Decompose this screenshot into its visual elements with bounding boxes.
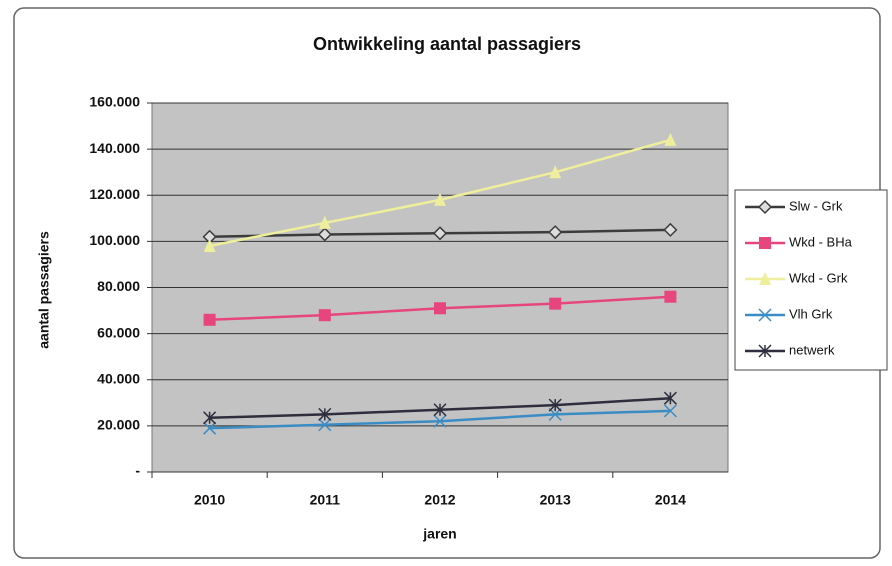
legend-marker [759, 237, 771, 249]
legend-marker [759, 272, 771, 285]
data-point [663, 222, 678, 237]
x-tick-label: 2012 [424, 492, 455, 508]
x-axis-label: jaren [422, 526, 456, 542]
x-tick-label: 2010 [194, 492, 225, 508]
legend-marker [758, 344, 772, 358]
data-point [318, 418, 332, 432]
y-tick-label: 60.000 [97, 324, 140, 340]
y-tick-label: 120.000 [89, 186, 140, 202]
x-tick-label: 2013 [540, 492, 571, 508]
y-tick-label: 40.000 [97, 370, 140, 386]
data-point [548, 407, 562, 421]
data-point [433, 403, 447, 417]
legend-label: Wkd - Grk [789, 270, 848, 285]
data-point [664, 290, 677, 303]
legend-label: Wkd - BHa [789, 234, 853, 249]
data-point [549, 165, 562, 179]
data-point [664, 132, 677, 146]
data-point [549, 297, 562, 310]
data-point [434, 192, 446, 206]
data-point [548, 398, 562, 412]
data-point [663, 404, 677, 418]
legend-label: netwerk [789, 342, 835, 357]
data-point [318, 215, 331, 229]
data-point [318, 407, 332, 421]
legend-label: Vlh Grk [789, 306, 833, 321]
y-tick-label: 100.000 [89, 232, 140, 248]
data-point [203, 421, 217, 435]
data-point [317, 227, 332, 242]
data-point [318, 309, 331, 322]
data-point [203, 238, 216, 252]
y-axis-label: aantal passagiers [36, 231, 52, 349]
legend-label: Slw - Grk [789, 198, 843, 213]
data-point [663, 391, 677, 405]
data-point [203, 411, 217, 425]
y-tick-label: 20.000 [97, 417, 140, 433]
data-point [432, 226, 448, 241]
x-tick-label: 2011 [310, 492, 341, 508]
data-point [203, 313, 216, 326]
y-tick-label: 80.000 [97, 278, 140, 294]
x-tick-label: 2014 [655, 492, 686, 508]
chart-title: Ontwikkeling aantal passagiers [313, 34, 581, 54]
legend-marker [757, 199, 773, 215]
y-tick-label: - [135, 463, 140, 479]
data-point [433, 414, 447, 428]
data-point [434, 302, 446, 315]
data-point [548, 225, 563, 240]
y-tick-label: 160.000 [89, 94, 140, 110]
y-tick-label: 140.000 [89, 140, 140, 156]
legend-marker [758, 308, 772, 322]
